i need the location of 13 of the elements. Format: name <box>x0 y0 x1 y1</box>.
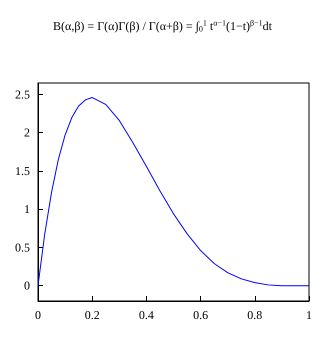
y-tick-label: 0.5 <box>15 240 30 254</box>
y-tick-label: 2.5 <box>15 87 30 102</box>
y-tick-label: 1.5 <box>15 164 30 178</box>
x-tick-label: 0 <box>35 308 41 322</box>
x-tick-label: 0.6 <box>193 308 208 322</box>
y-tick-label: 1 <box>24 202 30 216</box>
y-tick-label: 0 <box>24 278 30 293</box>
x-tick-label: 1 <box>306 308 312 322</box>
y-tick-label: 2 <box>24 126 30 140</box>
x-tick-label: 0.4 <box>138 308 154 322</box>
x-tick-label: 0.8 <box>247 308 262 322</box>
line-series <box>38 97 310 286</box>
x-tick-label: 0.2 <box>84 308 100 322</box>
